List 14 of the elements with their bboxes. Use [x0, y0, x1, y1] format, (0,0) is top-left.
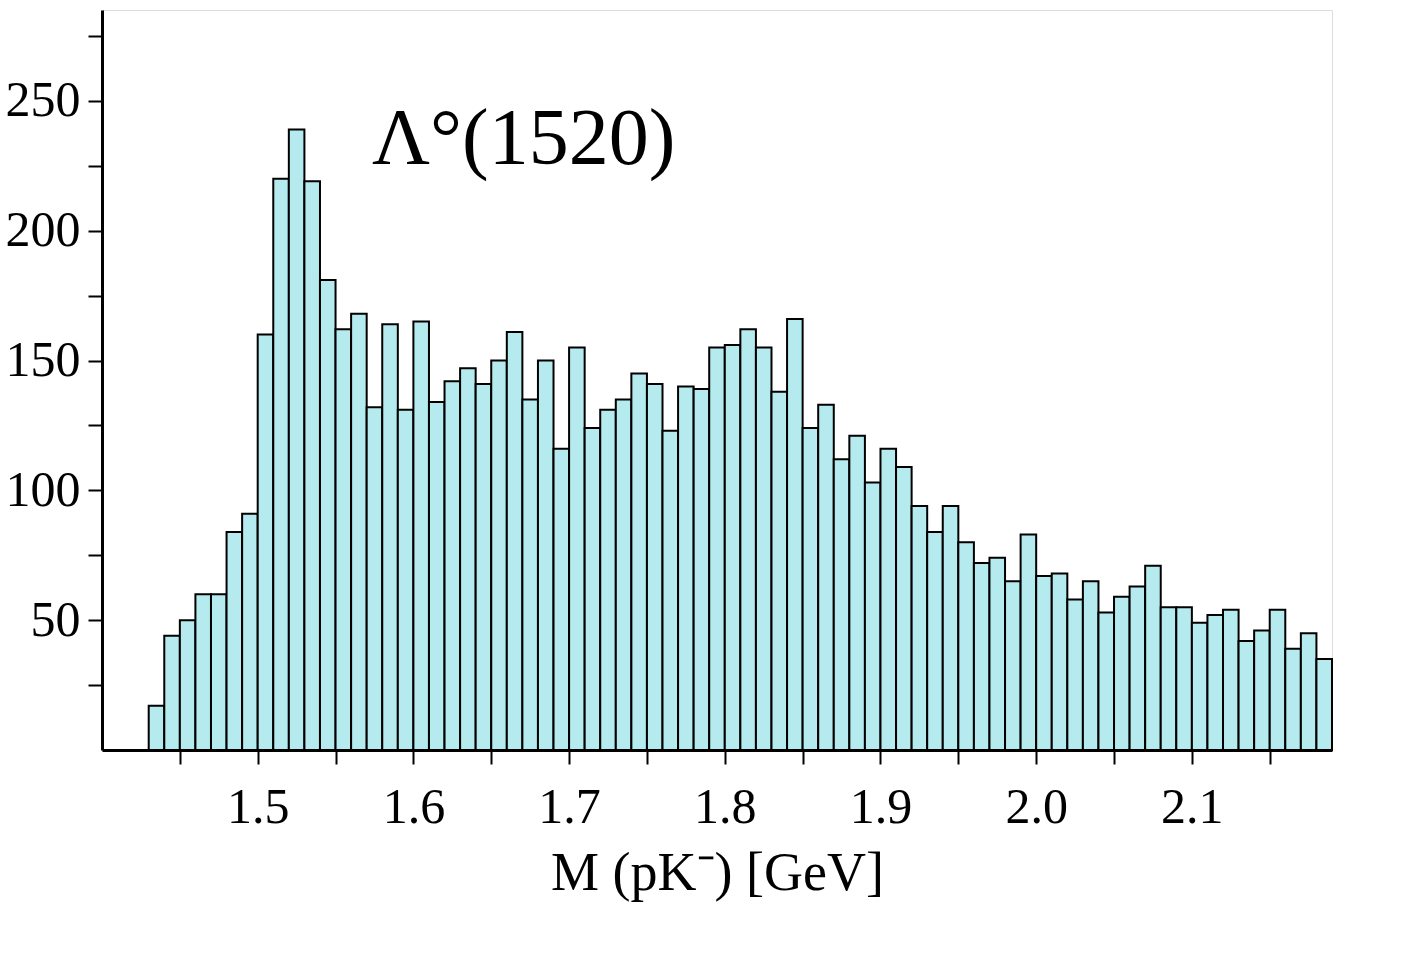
y-tick-label: 150: [5, 331, 81, 388]
x-tick-label: 2.0: [1005, 777, 1068, 834]
y-tick-label: 250: [5, 71, 81, 128]
y-tick-label: 50: [30, 590, 81, 647]
y-tick-label: 100: [5, 460, 81, 517]
x-tick-label: 1.6: [382, 777, 446, 834]
x-tick-label: 2.1: [1161, 777, 1224, 834]
x-tick-label: 1.5: [226, 777, 290, 834]
y-tick-label: 200: [5, 201, 81, 258]
x-tick-label: 1.9: [849, 777, 913, 834]
x-axis-title: M (pK⁻) [GeV]: [551, 841, 884, 902]
x-tick-label: 1.8: [694, 777, 757, 834]
annotation: Λ°(1520): [372, 93, 676, 182]
x-tick-label: 1.7: [538, 777, 601, 834]
